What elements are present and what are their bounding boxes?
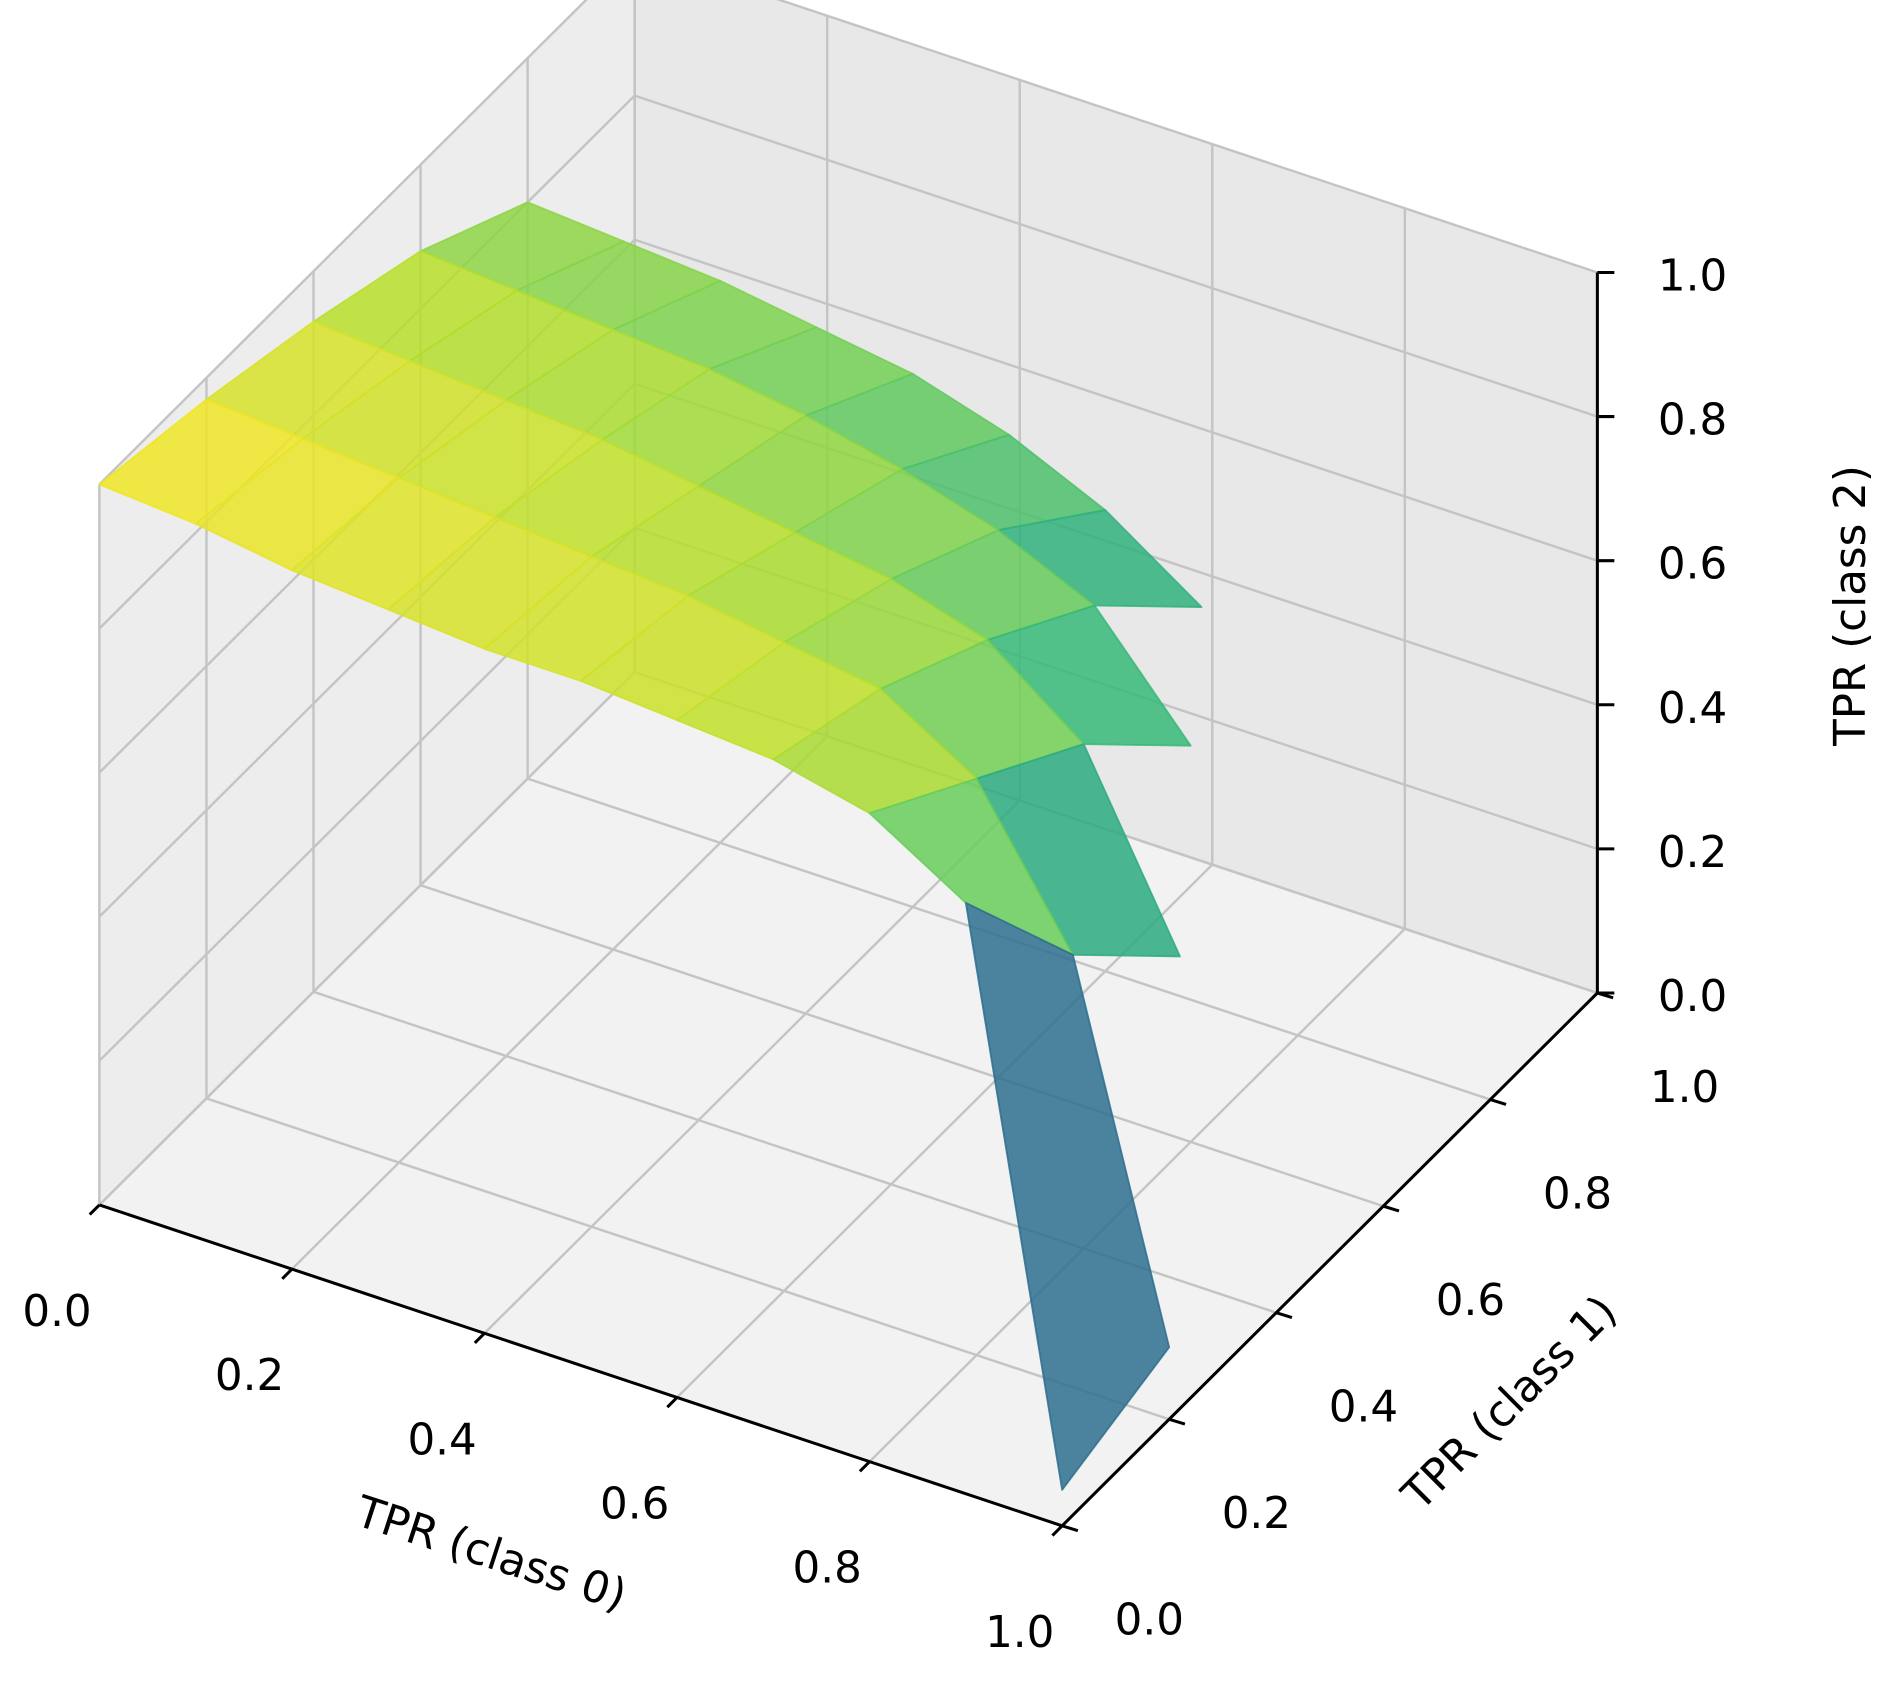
y-tick-label: 0.4 [1329, 1383, 1398, 1433]
grid-line [634, 94, 1598, 418]
x-tick-label: 0.2 [215, 1351, 284, 1401]
x-tick [1051, 1524, 1064, 1537]
z-tick-label: 0.0 [1658, 972, 1727, 1022]
x-tick-label: 0.4 [407, 1415, 476, 1465]
z-tick-label: 1.0 [1658, 252, 1727, 302]
z-axis-label: TPR (class 2) [1826, 465, 1876, 747]
y-tick [1382, 1204, 1400, 1213]
grid-line [420, 884, 1384, 1208]
axis-line [98, 1203, 1063, 1528]
floor-pane [99, 672, 1598, 1526]
y-tick [1489, 1098, 1507, 1106]
x-tick [281, 1268, 294, 1280]
x-tick [858, 1460, 871, 1473]
x-tick-label: 0.0 [22, 1287, 91, 1337]
grid-line [776, 0, 1598, 274]
x-tick-label: 0.8 [793, 1544, 862, 1594]
z-tick-label: 0.6 [1658, 540, 1727, 590]
z-tick-label: 0.4 [1658, 684, 1727, 734]
y-tick [1061, 1524, 1079, 1533]
x-tick [88, 1203, 101, 1216]
grid-line [206, 1097, 1170, 1421]
y-tick-label: 0.6 [1436, 1276, 1505, 1326]
surface [98, 201, 1203, 1491]
y-tick [1275, 1311, 1293, 1319]
z-tick-label: 0.8 [1658, 396, 1727, 446]
y-tick [1168, 1417, 1186, 1426]
x-tick [666, 1396, 679, 1409]
x-tick [473, 1332, 486, 1345]
grid-line [291, 735, 829, 1270]
axis-line [1061, 991, 1599, 1527]
y-tick-label: 0.0 [1115, 1596, 1184, 1646]
y-tick-label: 0.2 [1222, 1489, 1291, 1539]
grid-line [483, 799, 1021, 1335]
y-axis-label: TPR (class 1) [1392, 1286, 1627, 1521]
x-tick-label: 1.0 [985, 1608, 1054, 1658]
x-axis-label: TPR (class 0) [349, 1487, 632, 1622]
y-tick-label: 0.8 [1543, 1169, 1612, 1219]
x-tick-label: 0.6 [600, 1479, 669, 1529]
grid-line [868, 927, 1406, 1463]
z-tick-label: 0.2 [1658, 828, 1727, 878]
grid-line [98, 671, 636, 1206]
grid-line [634, 238, 1598, 562]
y-tick-label: 1.0 [1650, 1063, 1719, 1113]
surface-patch [964, 901, 1171, 1491]
grid-line [98, 0, 588, 486]
